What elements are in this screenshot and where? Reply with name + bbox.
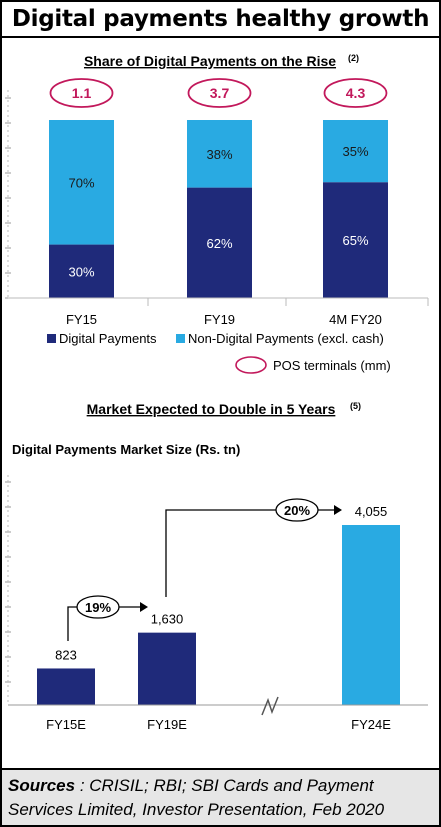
label-non-digital-FY19: 38% [206,147,232,162]
bar-digital-FY19 [187,187,252,298]
legend-label-non-digital: Non-Digital Payments (excl. cash) [188,331,384,346]
value-label-FY15E: 823 [55,647,77,662]
chart1-title: Share of Digital Payments on the Rise [84,53,336,69]
legend-swatch-non-digital [176,334,185,343]
bar-non-digital-FY19 [187,120,252,188]
value-label-FY24E: 4,055 [355,504,388,519]
legend-label-digital: Digital Payments [59,331,157,346]
page-title: Digital payments healthy growth [2,2,439,38]
bar-FY19E [138,632,196,705]
label-digital-4M FY20: 65% [342,233,368,248]
chart2-x-label-FY15E: FY15E [46,717,86,732]
bar-non-digital-4M FY20 [323,120,388,183]
pos-terminal-oval-FY15 [49,78,114,108]
pos-terminal-value-FY15: 1.1 [72,85,92,101]
legend-swatch-digital [47,334,56,343]
chart2-x-label-FY19E: FY19E [147,717,187,732]
chart2-ylabel: Digital Payments Market Size (Rs. tn) [12,442,240,457]
charts-canvas: Share of Digital Payments on the Rise (2)… [5,53,429,732]
bar-FY24E [342,525,400,705]
chart2-x-label-FY24E: FY24E [351,717,391,732]
chart2-title: Market Expected to Double in 5 Years [87,401,336,417]
legend-swatch-pos [235,356,267,374]
chart1-title-note: (2) [348,53,359,63]
bar-digital-4M FY20 [323,182,388,298]
label-digital-FY15: 30% [68,264,94,279]
growth-oval-2 [275,498,319,522]
growth-label-1: 19% [85,600,111,615]
bar-digital-FY15 [49,244,114,298]
label-digital-FY19: 62% [206,236,232,251]
pos-terminal-oval-4M FY20 [323,78,388,108]
growth-label-2: 20% [284,503,310,518]
legend-label-pos: POS terminals (mm) [273,358,391,373]
growth-arrowhead-1 [140,602,148,612]
growth-arrow-2 [165,509,338,597]
growth-arrowhead-2 [334,505,342,515]
pos-terminal-value-4M FY20: 4.3 [346,85,366,101]
axis-break-mark [261,696,279,716]
chart1-x-label-FY15: FY15 [66,312,97,327]
value-label-FY19E: 1,630 [151,612,184,627]
chart1-x-label-4M FY20: 4M FY20 [329,312,382,327]
chart2-title-note: (5) [350,401,361,411]
bar-FY15E [37,668,95,705]
pos-terminal-value-FY19: 3.7 [210,85,230,101]
sources-label: Sources [8,776,76,795]
bar-non-digital-FY15 [49,120,114,245]
sources-text: : CRISIL; RBI; SBI Cards and Payment Ser… [8,776,385,819]
sources-footer: Sources : CRISIL; RBI; SBI Cards and Pay… [2,768,439,825]
label-non-digital-4M FY20: 35% [342,144,368,159]
label-non-digital-FY15: 70% [68,175,94,190]
chart1-x-label-FY19: FY19 [204,312,235,327]
growth-oval-1 [76,595,120,619]
pos-terminal-oval-FY19 [187,78,252,108]
